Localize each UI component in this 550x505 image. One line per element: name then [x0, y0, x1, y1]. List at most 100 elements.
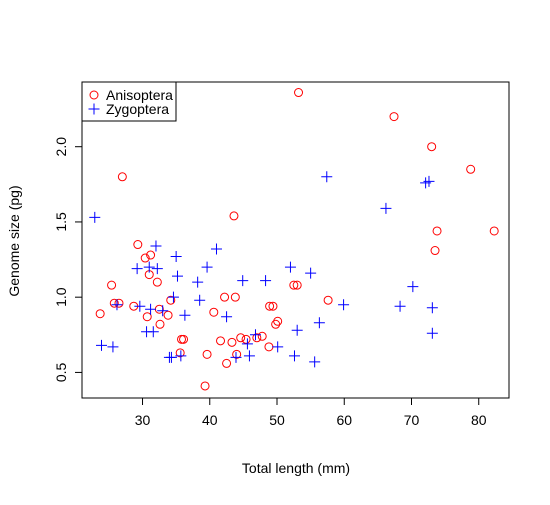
anisoptera-point — [292, 280, 302, 290]
zygoptera-point — [305, 267, 317, 279]
y-axis-label: Genome size (pg) — [6, 185, 22, 296]
x-tick-label: 30 — [135, 412, 151, 428]
anisoptera-point — [389, 112, 399, 122]
anisoptera-point — [268, 301, 278, 311]
zygoptera-point — [210, 243, 222, 255]
zygoptera-point — [107, 341, 119, 353]
zygoptera-point — [111, 299, 123, 311]
anisoptera-point — [114, 298, 124, 308]
zygoptera-point — [131, 263, 143, 275]
zygoptera-point — [175, 350, 187, 362]
zygoptera-point — [167, 291, 179, 303]
zygoptera-point — [150, 240, 162, 252]
x-tick-label: 50 — [269, 412, 285, 428]
anisoptera-point — [432, 226, 442, 236]
anisoptera-point — [179, 334, 189, 344]
zygoptera-point — [309, 356, 321, 368]
y-tick-label: 0.5 — [53, 362, 69, 382]
anisoptera-point — [133, 240, 143, 250]
zygoptera-point — [313, 317, 325, 329]
anisoptera-point — [273, 316, 283, 326]
y-tick-label: 1.0 — [53, 287, 69, 307]
anisoptera-point — [430, 246, 440, 256]
zygoptera-point — [221, 311, 233, 323]
zygoptera-point — [291, 324, 303, 336]
zygoptera-point — [237, 275, 249, 287]
x-tick-label: 40 — [202, 412, 218, 428]
zygoptera-point — [192, 276, 204, 288]
anisoptera-point — [152, 277, 162, 287]
zygoptera-point — [380, 202, 392, 214]
zygoptera-point — [170, 251, 182, 263]
anisoptera-point — [427, 142, 437, 152]
anisoptera-point — [264, 342, 274, 352]
zygoptera-point — [423, 175, 435, 187]
zygoptera-point — [89, 211, 101, 223]
anisoptera-point — [252, 333, 262, 343]
anisoptera-point — [216, 336, 226, 346]
anisoptera-point — [232, 349, 242, 359]
legend-label: Zygoptera — [106, 101, 169, 117]
anisoptera-point — [227, 337, 237, 347]
zygoptera-point — [171, 270, 183, 282]
anisoptera-point — [289, 280, 299, 290]
anisoptera-point — [177, 334, 187, 344]
anisoptera-point — [257, 331, 267, 341]
y-axis: 0.5 1.0 1.5 2.0 — [53, 137, 83, 382]
anisoptera-point — [202, 349, 212, 359]
anisoptera-point — [155, 319, 165, 329]
zygoptera-point — [134, 300, 146, 312]
anisoptera-point — [265, 301, 275, 311]
zygoptera-point — [407, 281, 419, 293]
zygoptera-point — [338, 299, 350, 311]
x-tick-label: 80 — [471, 412, 487, 428]
legend-marker-zygoptera — [88, 103, 100, 115]
anisoptera-point — [109, 298, 119, 308]
anisoptera-point — [222, 358, 232, 368]
legend-label: Anisoptera — [106, 87, 173, 103]
zygoptera-point — [241, 338, 253, 350]
zygoptera-point — [143, 261, 155, 273]
y-tick-label: 1.5 — [53, 212, 69, 232]
x-tick-label: 70 — [404, 412, 420, 428]
zygoptera-point — [394, 300, 406, 312]
anisoptera-point — [142, 312, 152, 322]
anisoptera-point — [241, 334, 251, 344]
x-tick-label: 60 — [336, 412, 352, 428]
data-points — [89, 88, 499, 391]
anisoptera-point — [229, 211, 239, 221]
anisoptera-point — [166, 295, 176, 305]
anisoptera-point — [323, 295, 333, 305]
anisoptera-point — [117, 172, 127, 182]
zygoptera-point — [426, 327, 438, 339]
anisoptera-point — [175, 348, 185, 358]
anisoptera-point — [294, 88, 304, 98]
zygoptera-point — [272, 341, 284, 353]
anisoptera-point — [209, 307, 219, 317]
anisoptera-point — [163, 310, 173, 320]
anisoptera-point — [271, 319, 281, 329]
zygoptera-point — [179, 309, 191, 321]
x-axis: 30 40 50 60 70 80 — [135, 397, 487, 428]
anisoptera-point — [230, 292, 240, 302]
zygoptera-point — [157, 305, 169, 317]
x-axis-label: Total length (mm) — [242, 460, 350, 476]
zygoptera-point — [284, 261, 296, 273]
zygoptera-point — [145, 303, 157, 315]
anisoptera-point — [154, 304, 164, 314]
anisoptera-point — [146, 250, 156, 260]
anisoptera-point — [140, 253, 150, 263]
zygoptera-point — [201, 261, 213, 273]
y-tick-label: 2.0 — [53, 137, 69, 157]
anisoptera-point — [489, 226, 499, 236]
zygoptera-point — [288, 350, 300, 362]
zygoptera-point — [194, 294, 206, 306]
legend-box — [81, 81, 177, 122]
zygoptera-point — [260, 275, 272, 287]
zygoptera-point — [249, 329, 261, 341]
zygoptera-point — [147, 326, 159, 338]
zygoptera-point — [230, 351, 242, 363]
